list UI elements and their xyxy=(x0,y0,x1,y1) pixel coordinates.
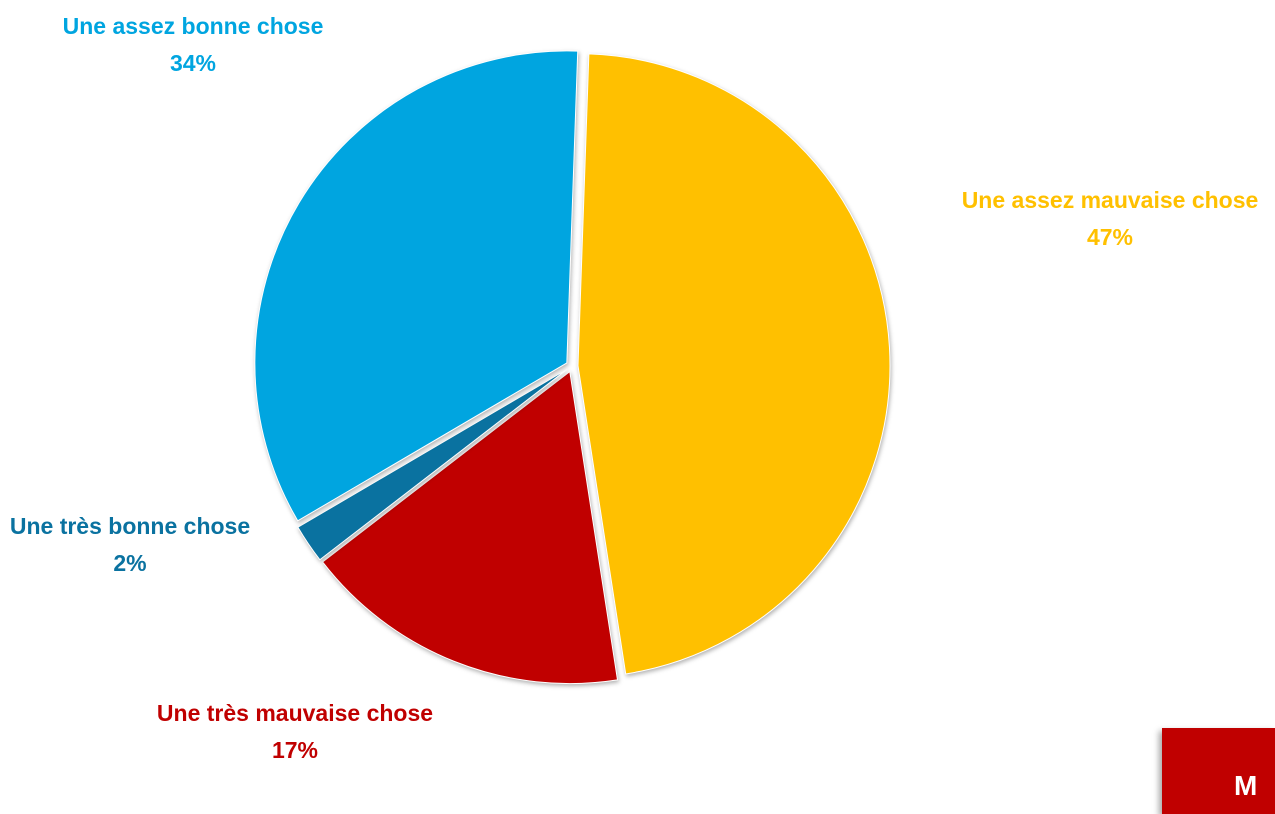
slice-label: Une très mauvaise chose 17% xyxy=(150,695,440,769)
slice-name: Une assez bonne chose xyxy=(62,13,324,39)
slice-value: 34% xyxy=(169,50,217,76)
pie-slice xyxy=(254,50,579,522)
slice-label: Une très bonne chose 2% xyxy=(0,508,260,582)
slice-value: 47% xyxy=(1086,224,1134,250)
footer-tab: M xyxy=(1162,728,1275,814)
pie-slice xyxy=(297,368,568,561)
slice-name: Une assez mauvaise chose xyxy=(961,187,1259,213)
slice-value: 2% xyxy=(113,550,147,576)
slice-value: 17% xyxy=(271,737,319,763)
footer-tab-text: M xyxy=(1234,770,1258,801)
slice-name: Une très bonne chose xyxy=(9,513,251,539)
pie-slice xyxy=(577,53,891,675)
slice-name: Une très mauvaise chose xyxy=(156,700,434,726)
slice-label: Une assez mauvaise chose 47% xyxy=(945,182,1275,256)
pie-slice xyxy=(321,370,619,685)
slice-label: Une assez bonne chose 34% xyxy=(48,8,338,82)
